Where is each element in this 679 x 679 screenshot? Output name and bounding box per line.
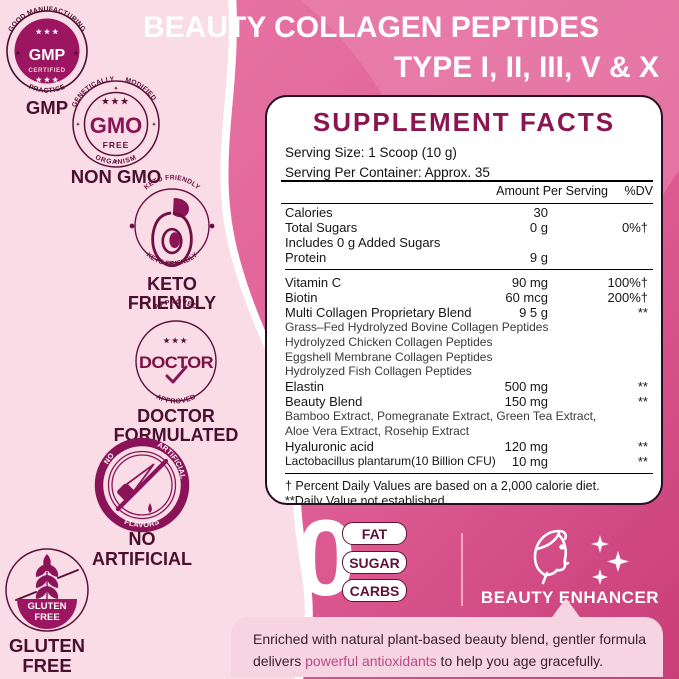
svg-text:FREE: FREE xyxy=(103,140,130,150)
svg-text:✦: ✦ xyxy=(152,122,156,128)
svg-text:DOCTOR: DOCTOR xyxy=(137,406,215,426)
svg-text:★: ★ xyxy=(73,50,79,57)
svg-text:✦: ✦ xyxy=(114,159,118,165)
svg-text:GMP: GMP xyxy=(29,47,66,64)
svg-text:NO: NO xyxy=(129,529,156,549)
svg-text:DOCTOR: DOCTOR xyxy=(139,354,214,372)
svg-text:★: ★ xyxy=(15,50,21,57)
svg-text:✦: ✦ xyxy=(76,122,80,128)
svg-text:FREE: FREE xyxy=(22,655,71,676)
svg-text:GLUTEN: GLUTEN xyxy=(9,635,85,656)
svg-text:GLUTEN: GLUTEN xyxy=(27,601,66,612)
svg-text:★ ★ ★: ★ ★ ★ xyxy=(36,76,59,84)
svg-text:★★★: ★★★ xyxy=(162,336,189,345)
svg-text:PRACTICE: PRACTICE xyxy=(27,84,66,95)
svg-text:GMP: GMP xyxy=(26,97,68,118)
svg-text:★ ★ ★: ★ ★ ★ xyxy=(36,28,59,36)
svg-text:APPROVED: APPROVED xyxy=(155,393,198,405)
svg-text:✦: ✦ xyxy=(114,86,118,92)
svg-text:ARTIFICIAL: ARTIFICIAL xyxy=(92,549,192,569)
svg-text:GMO: GMO xyxy=(90,113,143,138)
svg-text:★★★: ★★★ xyxy=(102,96,131,106)
svg-text:FREE: FREE xyxy=(34,612,59,623)
svg-text:CERTIFIED: CERTIFIED xyxy=(28,67,65,74)
svg-text:KETO: KETO xyxy=(147,274,197,294)
